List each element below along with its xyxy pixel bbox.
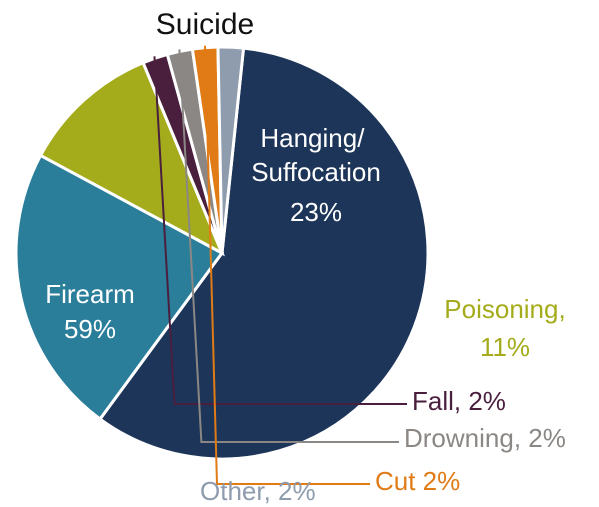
slice-other [216,45,246,254]
slice-label-poisoning: Poisoning, [444,294,565,324]
slice-label-other: Other, 2% [200,476,316,506]
slice-label-drowning: Drowning, 2% [404,423,566,453]
slice-label-firearm: Firearm [45,279,135,309]
chart-title: Suicide [156,8,254,41]
slice-label-hanging: Hanging/ Suffocation [251,123,381,187]
leader-fall [153,56,407,405]
pie-slices [14,45,430,461]
slice-hanging [14,153,225,422]
leader-cut [203,45,370,485]
slice-value-poisoning: 11% [480,332,530,362]
slice-label-fall: Fall, 2% [412,386,506,416]
leader-drowning [178,49,399,443]
slice-firearm [97,46,430,461]
slice-label-cut: Cut 2% [375,466,460,496]
slice-value-firearm: 59% [64,314,116,344]
slice-label-hanging-line1: Hanging/ [260,123,365,153]
slice-label-hanging-line2: Suffocation [251,157,381,187]
slice-poisoning [38,60,225,257]
leader-lines [153,45,407,485]
slice-value-hanging: 23% [290,197,342,227]
